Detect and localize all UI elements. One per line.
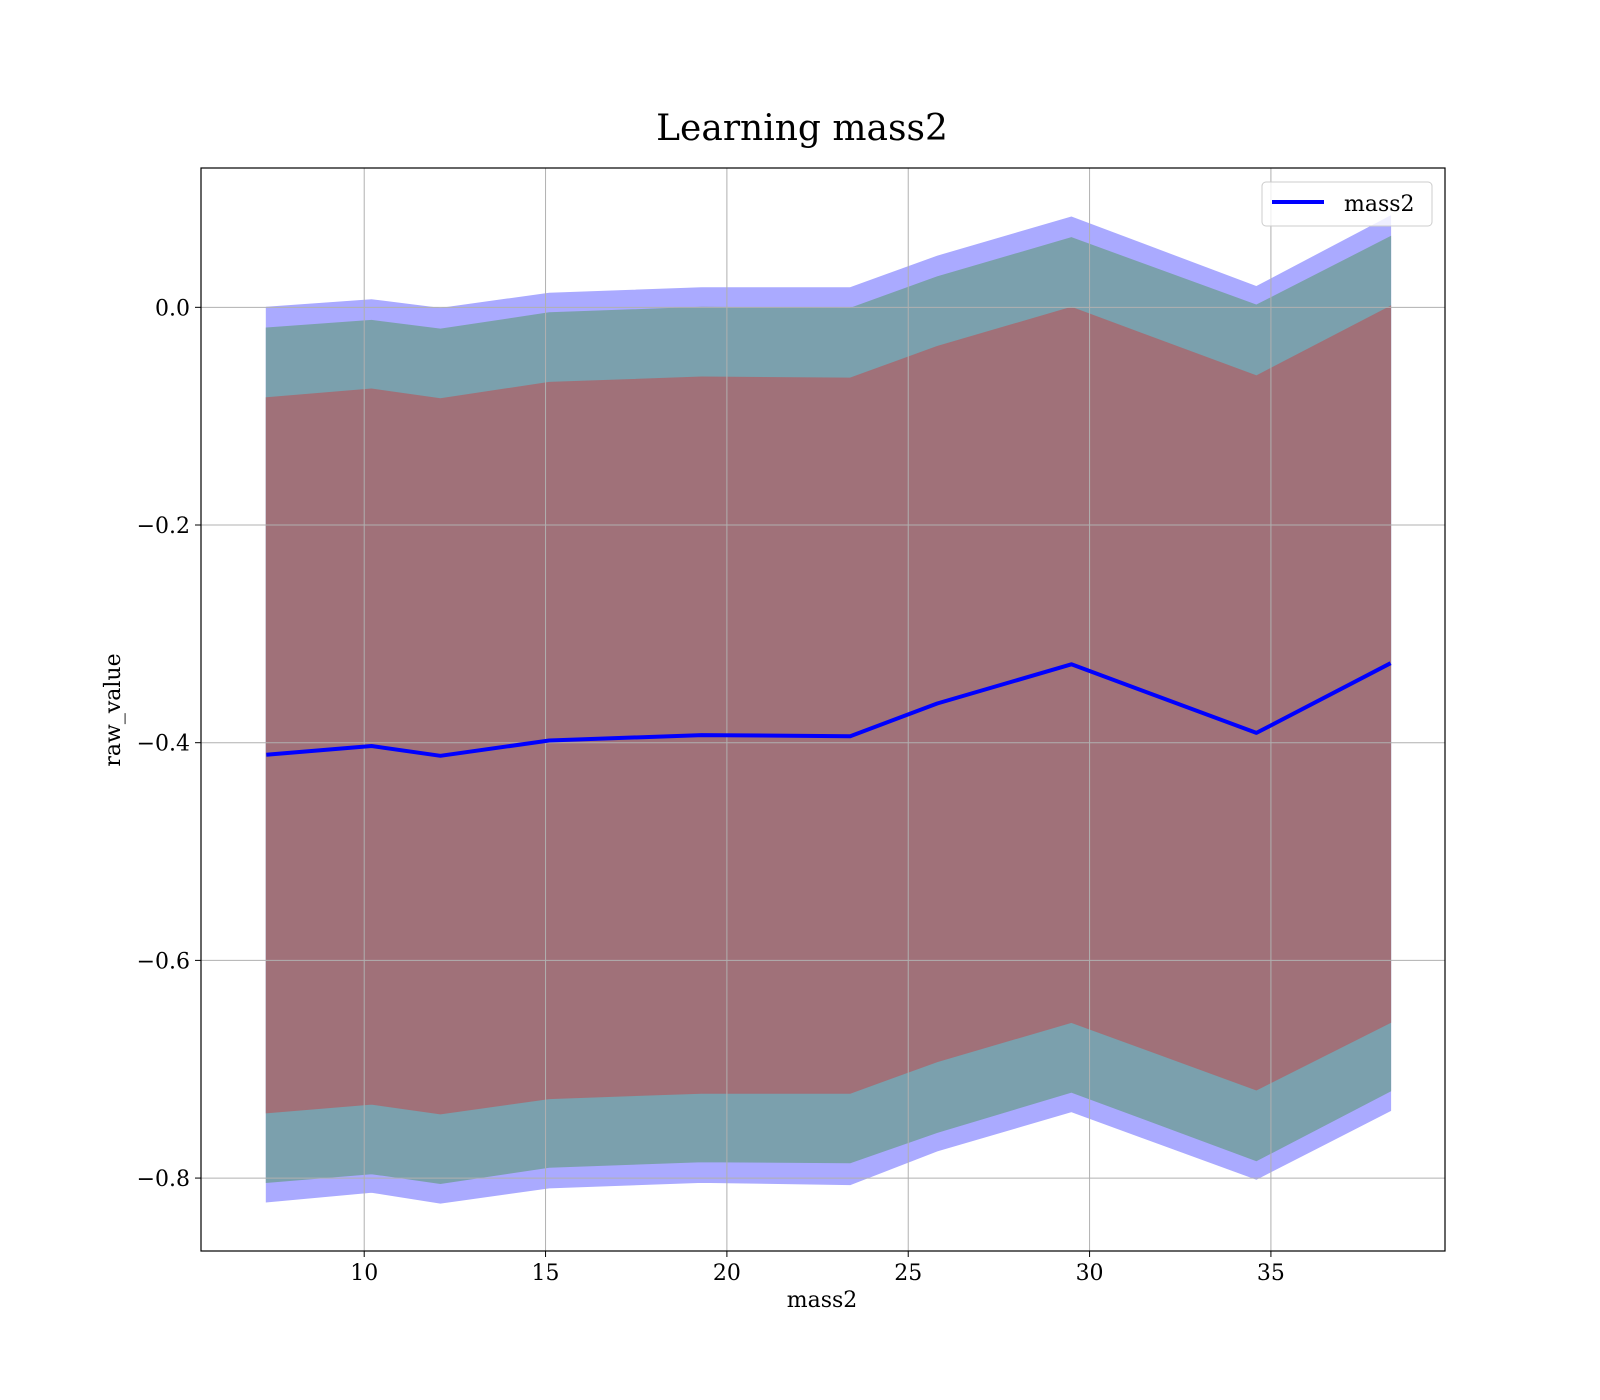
x-tick-label: 30 (1076, 1261, 1104, 1286)
y-axis-label: raw_value (101, 653, 126, 766)
legend-label-mass2: mass2 (1344, 192, 1415, 217)
x-tick-label: 35 (1257, 1261, 1285, 1286)
x-tick-label: 20 (713, 1261, 741, 1286)
y-tick-label: 0.0 (155, 296, 190, 321)
series-line-mass2 (266, 661, 1392, 758)
series-layer (266, 661, 1392, 758)
legend: mass2 (1261, 181, 1433, 227)
y-tick-label: −0.6 (137, 949, 190, 974)
axes-frame (200, 167, 1446, 1252)
y-tick-label: −0.2 (137, 514, 190, 539)
x-tick-label: 10 (350, 1261, 378, 1286)
ticks: 10 15 20 25 30 35 0.0 −0.2 −0.4 −0.6 −0.8 (137, 296, 1285, 1286)
x-tick-label: 25 (894, 1261, 922, 1286)
y-tick-label: −0.4 (137, 732, 190, 757)
chart-title: Learning mass2 (656, 108, 948, 149)
x-axis-label: mass2 (787, 1288, 858, 1313)
band-area-3 (265, 305, 1392, 1115)
legend-box (1261, 181, 1433, 227)
x-tick-label: 15 (532, 1261, 560, 1286)
plot-area (265, 215, 1392, 1204)
y-tick-label: −0.8 (137, 1167, 190, 1192)
grid-lines (201, 168, 1445, 1251)
